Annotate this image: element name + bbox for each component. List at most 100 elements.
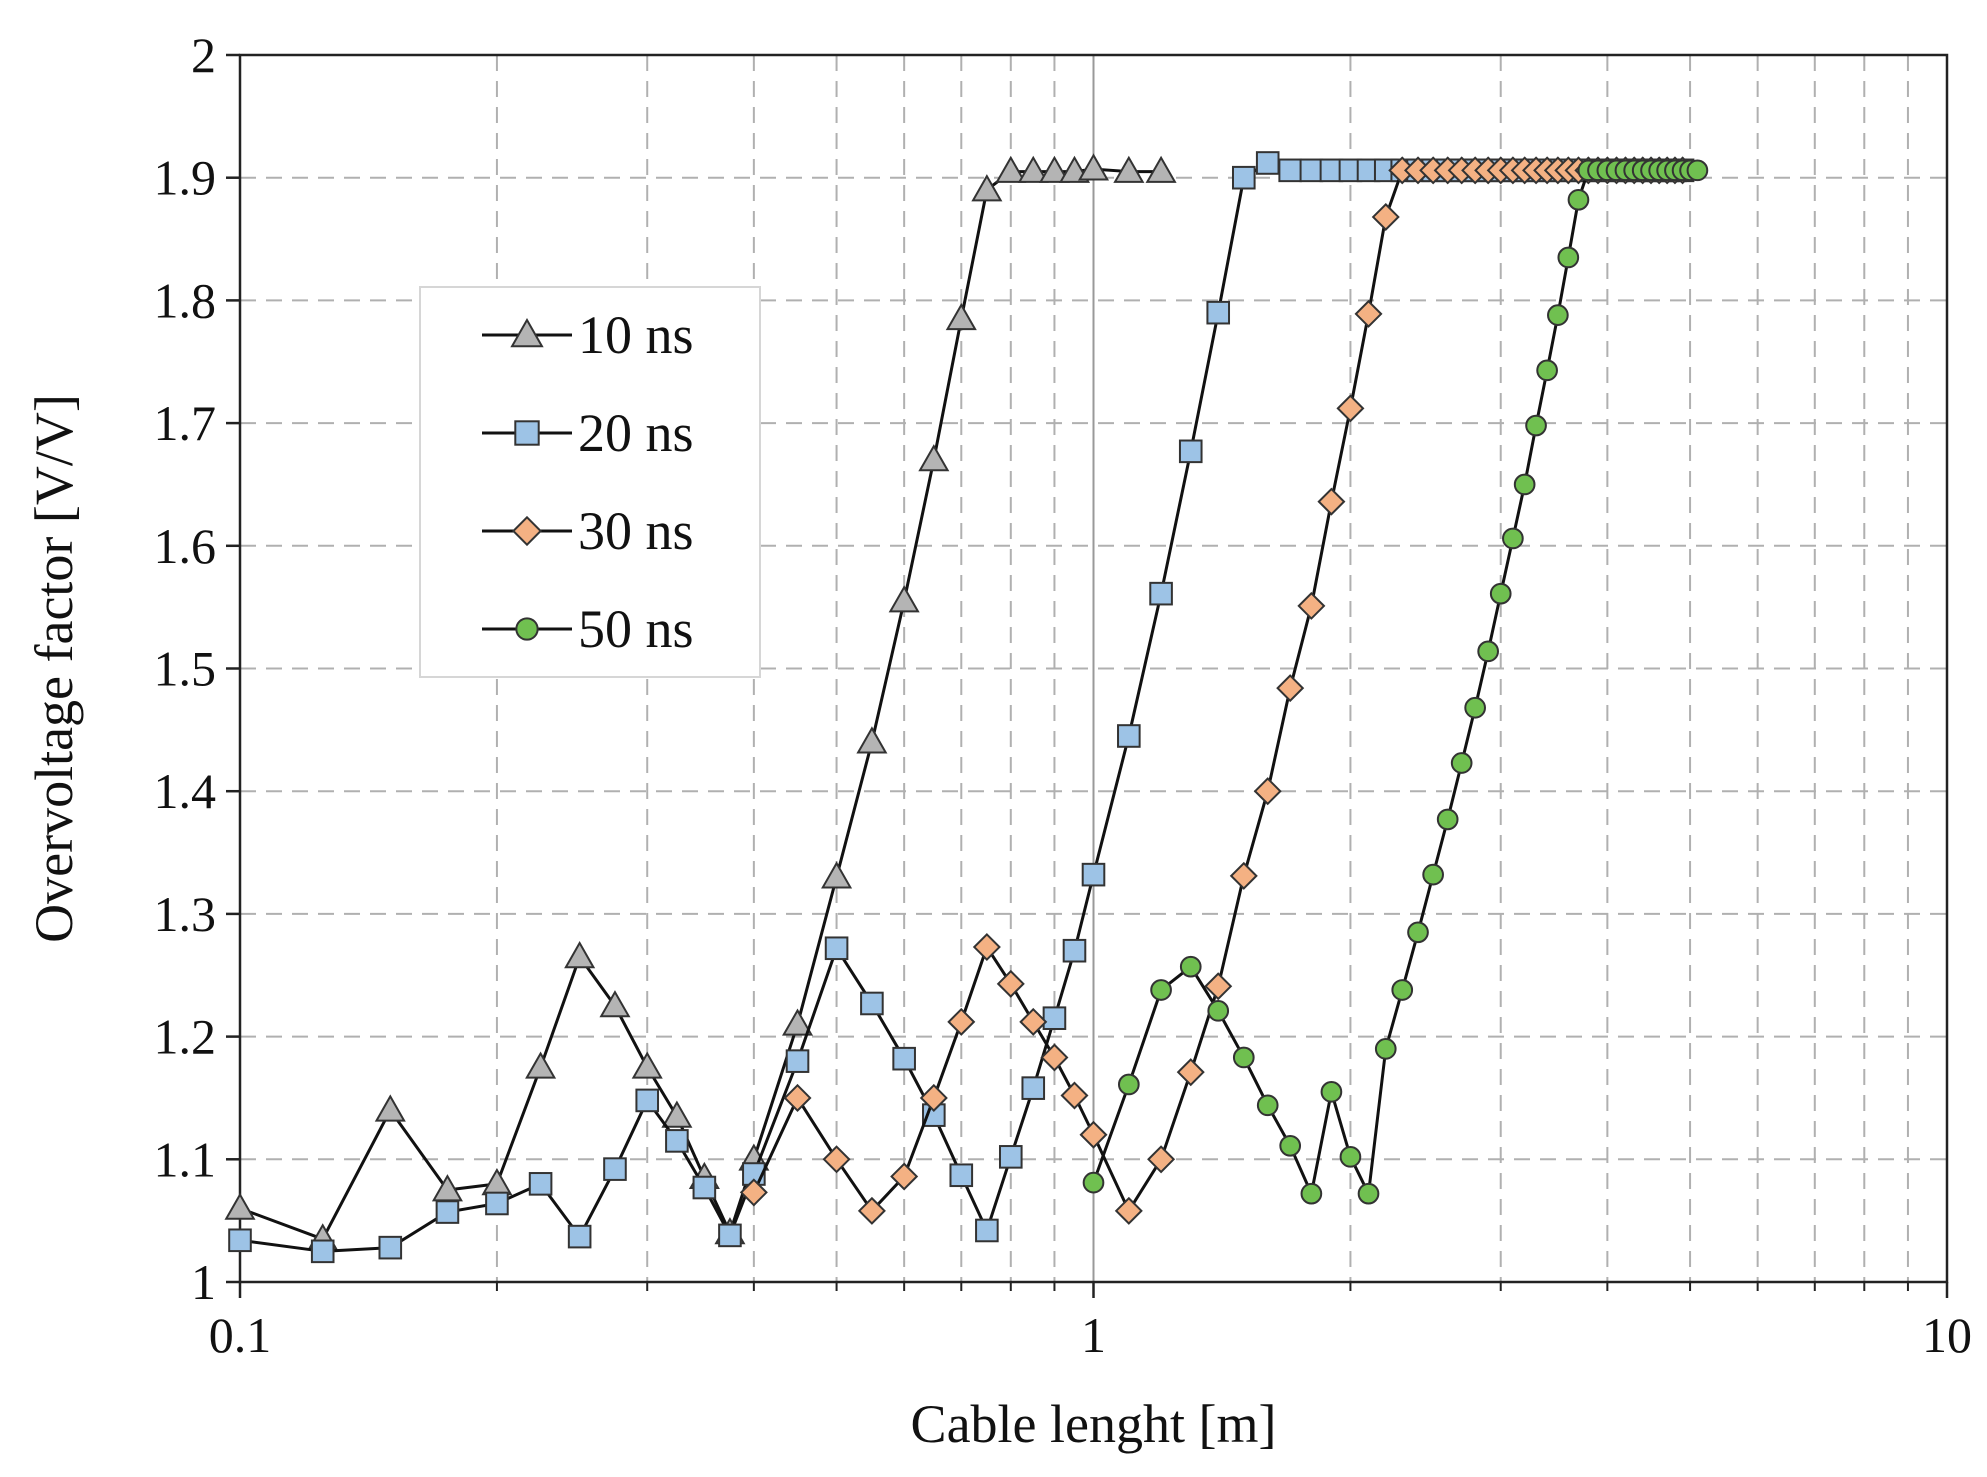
data-point <box>567 1224 592 1249</box>
data-point <box>1297 591 1326 620</box>
y-tick-label: 1.8 <box>154 272 217 328</box>
x-tick-label: 0.1 <box>209 1307 272 1363</box>
legend-label: 50 ns <box>578 599 694 659</box>
data-point <box>1255 151 1280 175</box>
data-point <box>739 1178 768 1207</box>
legend-item: 30 ns <box>482 501 694 561</box>
data-point <box>998 1145 1023 1169</box>
data-point <box>378 1235 403 1260</box>
legend: 10 ns 20 ns 30 ns 50 ns <box>419 286 761 678</box>
data-point <box>888 585 920 613</box>
data-point <box>661 1100 693 1128</box>
data-point <box>1019 1007 1048 1036</box>
data-point <box>1229 861 1258 890</box>
data-point <box>1206 300 1231 325</box>
data-point <box>781 1008 814 1036</box>
data-point <box>1079 1120 1108 1149</box>
legend-item: 10 ns <box>482 305 694 365</box>
data-point <box>1179 955 1202 978</box>
y-tick-label: 1.3 <box>154 886 217 942</box>
data-point <box>1117 724 1141 748</box>
y-tick-label: 1 <box>191 1254 216 1310</box>
data-point <box>1513 473 1536 496</box>
data-point <box>996 969 1025 998</box>
legend-marker <box>514 420 540 446</box>
data-point <box>1060 1081 1089 1110</box>
data-point <box>822 1145 851 1174</box>
y-tick-label: 1.1 <box>154 1131 217 1187</box>
data-point <box>1207 999 1230 1022</box>
data-point <box>1278 158 1302 183</box>
data-point <box>631 1051 663 1079</box>
data-point <box>1279 1134 1302 1157</box>
data-point <box>1081 862 1106 887</box>
data-point <box>1117 1073 1140 1096</box>
data-point <box>1113 155 1145 183</box>
data-point <box>718 1223 742 1248</box>
data-point <box>975 1218 999 1243</box>
data-point <box>1256 1094 1279 1117</box>
data-point <box>1299 158 1324 183</box>
data-point <box>1021 1076 1046 1100</box>
data-point <box>1300 1182 1323 1205</box>
y-tick-label: 1.7 <box>154 395 217 451</box>
data-point <box>1038 155 1070 183</box>
y-tick-label: 1.2 <box>154 1009 217 1065</box>
data-point <box>1317 487 1346 516</box>
data-point <box>1371 202 1400 231</box>
data-point <box>1042 1006 1067 1030</box>
data-point <box>1231 165 1256 190</box>
data-point <box>1339 1146 1362 1168</box>
data-point <box>1557 246 1580 269</box>
series-50-ns <box>1082 159 1709 1205</box>
data-point <box>1464 696 1486 719</box>
data-point <box>1017 155 1049 183</box>
data-point <box>945 302 977 331</box>
data-point <box>1114 1196 1143 1225</box>
data-point <box>1547 304 1569 326</box>
data-point <box>972 933 1001 962</box>
y-axis-title: Overvoltage factor [V/V] <box>24 394 84 943</box>
y-tick-label: 1.9 <box>154 150 217 206</box>
data-point <box>890 1162 919 1191</box>
data-point <box>1204 972 1233 1001</box>
data-point <box>1450 752 1473 774</box>
data-point <box>892 1046 916 1071</box>
data-point <box>1391 979 1414 1001</box>
y-tick-label: 1.5 <box>154 641 217 697</box>
data-point <box>1336 394 1365 423</box>
data-point <box>1232 1046 1255 1069</box>
legend-label: 30 ns <box>578 501 694 561</box>
data-point <box>1320 1080 1343 1103</box>
data-point <box>1489 582 1512 605</box>
data-point <box>1477 640 1499 663</box>
data-point <box>785 1049 810 1073</box>
data-point <box>918 444 950 472</box>
legend-marker <box>511 515 543 547</box>
legend-label: 10 ns <box>578 305 694 365</box>
data-point <box>635 1088 660 1113</box>
data-point <box>1686 159 1709 182</box>
data-point <box>1436 808 1459 831</box>
data-point <box>1150 979 1172 1001</box>
data-point <box>1567 188 1590 211</box>
data-point <box>525 1051 557 1079</box>
data-point <box>228 1228 252 1253</box>
data-point <box>1422 863 1444 886</box>
data-point <box>1536 359 1558 382</box>
x-axis-title: Cable lenght [m] <box>911 1394 1277 1454</box>
data-point <box>1276 674 1305 703</box>
data-point <box>1040 1043 1069 1072</box>
data-point <box>856 726 888 754</box>
data-point <box>1502 527 1524 550</box>
data-point <box>1062 938 1087 963</box>
y-tick-label: 2 <box>191 27 216 83</box>
data-point <box>821 861 853 889</box>
data-point <box>995 155 1027 183</box>
data-point <box>665 1129 689 1153</box>
data-point <box>224 1192 256 1220</box>
data-point <box>971 174 1003 202</box>
data-point <box>1407 921 1429 944</box>
data-point <box>1176 1058 1205 1087</box>
